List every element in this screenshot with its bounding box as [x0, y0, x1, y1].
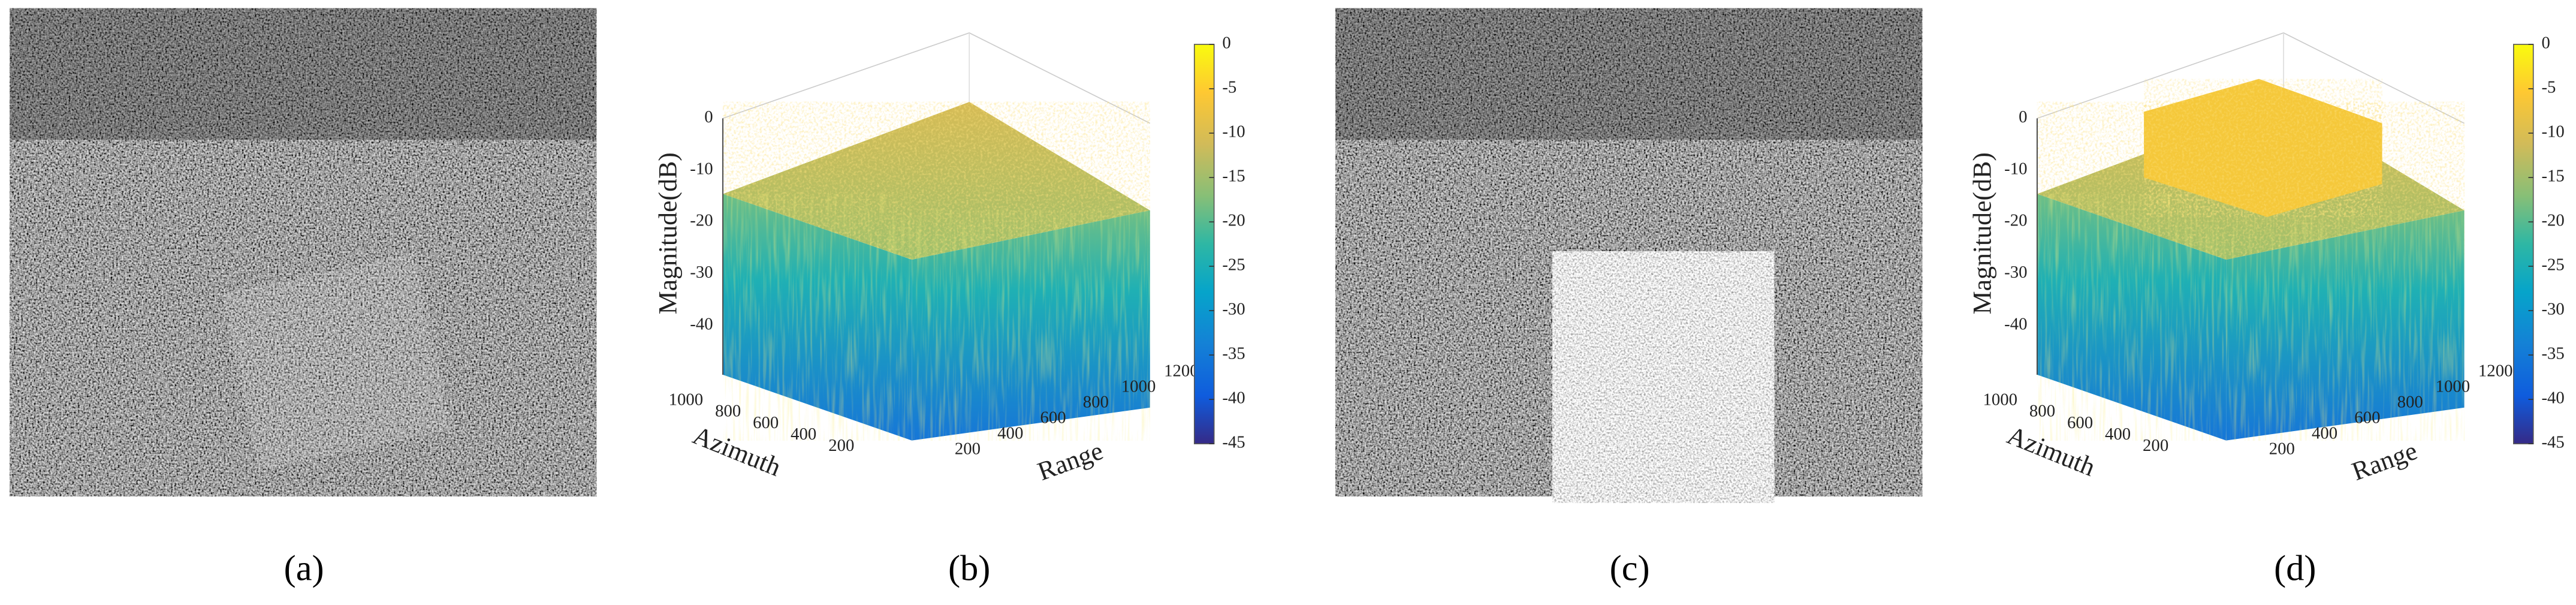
range-axis-label: Range [1034, 437, 1107, 486]
colorbar [2513, 44, 2534, 444]
azimuth-tick-label: 400 [2105, 425, 2131, 444]
caption: (b) [948, 549, 990, 589]
jamming-region [1552, 251, 1775, 503]
azimuth-tick-label: 200 [2143, 436, 2168, 455]
colorbar-tick-label: -35 [2541, 344, 2564, 363]
range-tick-label: 600 [2354, 408, 2380, 428]
z-tick-label: -30 [690, 263, 713, 282]
range-axis-label: Range [2348, 437, 2421, 486]
colorbar [1193, 44, 1215, 444]
z-tick-label: -20 [690, 211, 713, 230]
z-tick-label: -30 [2004, 263, 2027, 282]
range-tick-label: 800 [2397, 393, 2423, 412]
colorbar-tick-label: -40 [2541, 389, 2564, 408]
azimuth-tick-label: 1000 [1983, 390, 2018, 409]
range-tick-label: 1200 [1164, 361, 1199, 380]
colorbar-tick-label: 0 [1222, 34, 1230, 53]
range-tick-label: 1000 [1121, 377, 1156, 396]
caption: (d) [2274, 549, 2316, 589]
colorbar-tick-label: -35 [1222, 344, 1245, 363]
z-tick-label: -10 [2004, 159, 2027, 178]
colorbar-tick-label: -45 [1222, 433, 1245, 452]
z-tick-label: -20 [2004, 211, 2027, 230]
colorbar-tick-label: -15 [2541, 167, 2564, 186]
range-tick-label: 400 [997, 424, 1023, 443]
colorbar-tick-label: -25 [2541, 255, 2564, 275]
range-tick-label: 1000 [2436, 377, 2471, 396]
colorbar-tick-label: -20 [2541, 211, 2564, 230]
range-tick-label: 400 [2312, 424, 2337, 443]
surface-face-noise [912, 210, 1150, 441]
range-tick-label: 1200 [2478, 361, 2513, 380]
surface-top-noise [723, 101, 1150, 260]
surface-face-noise [2226, 210, 2465, 441]
azimuth-tick-label: 600 [2067, 413, 2093, 432]
range-tick-label: 800 [1083, 393, 1109, 412]
z-tick-label: 0 [2019, 107, 2027, 127]
surface-face-noise [723, 194, 912, 441]
z-axis-label: Magnitude(dB) [653, 152, 682, 314]
axis-frame [722, 32, 1151, 124]
peak-noise [2144, 79, 2382, 217]
azimuth-tick-label: 800 [715, 402, 741, 421]
azimuth-tick-label: 200 [828, 436, 854, 455]
azimuth-tick-label: 1000 [669, 390, 704, 409]
range-tick-label: 200 [955, 440, 981, 459]
colorbar-tick-label: -30 [1222, 300, 1245, 319]
colorbar-tick-label: -30 [2541, 300, 2564, 319]
z-tick-label: -10 [690, 159, 713, 178]
colorbar-tick-label: -5 [2541, 78, 2556, 97]
colorbar-tick-label: -5 [1222, 78, 1236, 97]
z-tick-label: 0 [704, 107, 713, 127]
colorbar-tick-label: -20 [1222, 211, 1245, 230]
colorbar-tick-label: 0 [2541, 34, 2550, 53]
z-tick-label: -40 [2004, 314, 2027, 333]
sea-area [10, 8, 597, 140]
colorbar-tick-label: -10 [1222, 122, 1245, 142]
colorbar-tick-label: -10 [2541, 122, 2564, 142]
caption: (a) [284, 549, 324, 589]
caption: (c) [1610, 549, 1650, 589]
colorbar-tick-label: -25 [1222, 255, 1245, 275]
azimuth-tick-label: 600 [753, 413, 779, 432]
surface-face-noise [2037, 194, 2227, 441]
sar-image [10, 8, 597, 496]
z-tick-label: -40 [690, 314, 713, 333]
azimuth-tick-label: 400 [791, 425, 816, 444]
azimuth-tick-label: 800 [2029, 402, 2055, 421]
z-axis-label: Magnitude(dB) [1968, 152, 1996, 314]
range-tick-label: 600 [1040, 408, 1066, 428]
colorbar-tick-label: -45 [2541, 433, 2564, 452]
colorbar-tick-label: -40 [1222, 389, 1245, 408]
range-tick-label: 200 [2269, 440, 2295, 459]
colorbar-tick-label: -15 [1222, 167, 1245, 186]
built-area [221, 252, 453, 471]
sea-area [1335, 8, 1923, 140]
